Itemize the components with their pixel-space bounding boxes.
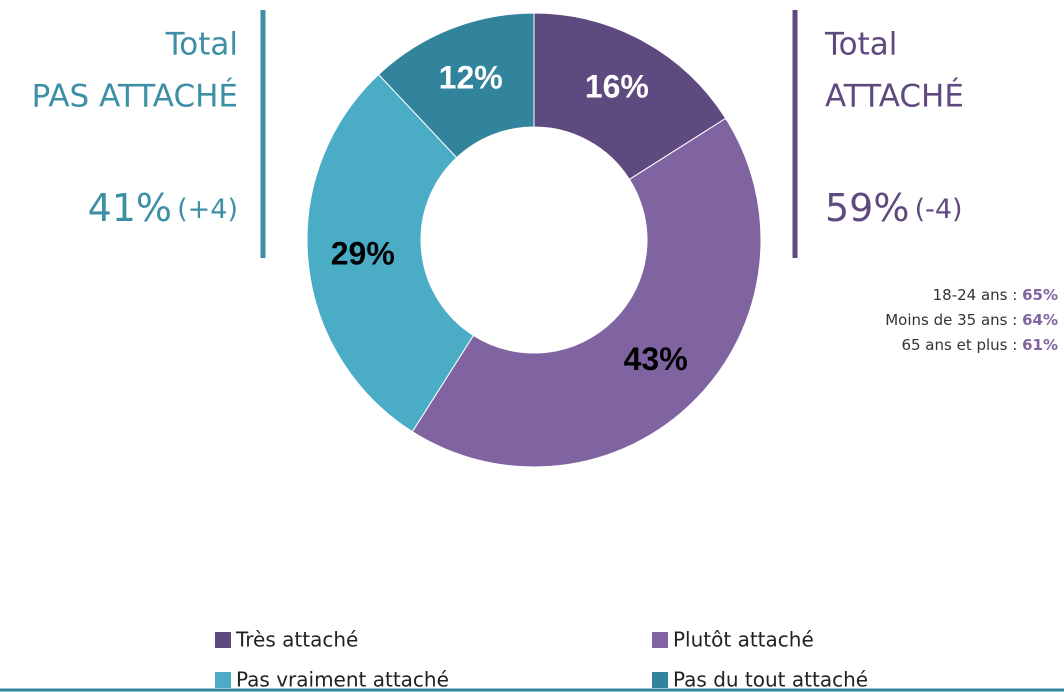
donut-slice: [306, 73, 475, 433]
breakdown-line: 65 ans et plus : 61%: [901, 336, 1058, 354]
data-label: 29%: [331, 236, 395, 272]
breakdown-label: Moins de 35 ans :: [885, 311, 1017, 329]
donut-slice: [533, 12, 727, 181]
legend-label: Très attaché: [235, 628, 358, 652]
legend-swatch: [652, 672, 668, 688]
legend-label: Pas du tout attaché: [673, 668, 868, 692]
breakdown-line: Moins de 35 ans : 64%: [885, 311, 1058, 329]
annotation-subtitle: ATTACHÉ: [825, 79, 964, 115]
annotation-value: 41% (+4): [88, 186, 238, 230]
breakdown-line: 18-24 ans : 65%: [933, 286, 1058, 304]
legend-swatch: [652, 632, 668, 648]
annotation-title: Total: [165, 27, 238, 63]
donut-slice: [411, 117, 762, 468]
total-change: (+4): [177, 194, 238, 225]
annotation-title: Total: [824, 27, 897, 63]
data-label: 16%: [585, 69, 649, 105]
total-value: 41%: [88, 186, 172, 230]
annotation-subtitle: PAS ATTACHÉ: [32, 79, 238, 115]
data-label: 43%: [624, 341, 688, 377]
donut-slice: [377, 12, 535, 159]
annotation-value: 59% (-4): [825, 186, 963, 230]
breakdown-value: 65%: [1022, 286, 1058, 304]
breakdown-value: 61%: [1022, 336, 1058, 354]
total-change: (-4): [915, 194, 963, 225]
legend-swatch: [215, 672, 231, 688]
legend-label: Plutôt attaché: [673, 628, 814, 652]
breakdown-value: 64%: [1022, 311, 1058, 329]
legend-label: Pas vraiment attaché: [236, 668, 449, 692]
data-label: 12%: [439, 60, 503, 96]
legend-swatch: [215, 632, 231, 648]
total-value: 59%: [825, 186, 909, 230]
breakdown-label: 65 ans et plus :: [901, 336, 1017, 354]
breakdown-label: 18-24 ans :: [933, 286, 1018, 304]
